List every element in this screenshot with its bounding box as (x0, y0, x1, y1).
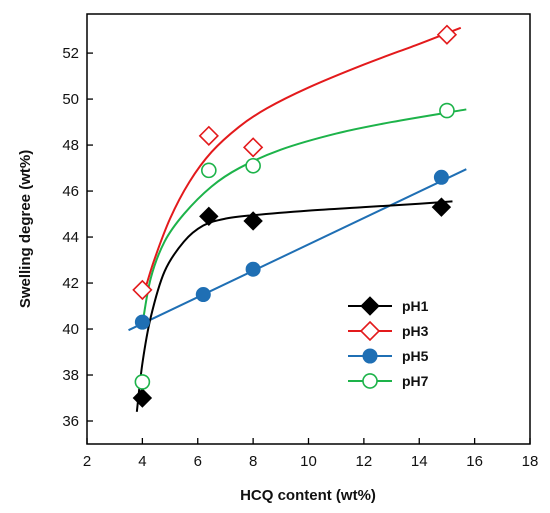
x-tick-label: 10 (300, 453, 317, 470)
data-point-pH5 (195, 287, 211, 303)
data-point-pH7 (245, 157, 261, 174)
data-markers (132, 24, 458, 408)
y-tick-label: 36 (62, 413, 79, 430)
x-tick-label: 6 (194, 453, 202, 470)
data-point-pH5 (134, 314, 150, 330)
fit-curve-pH3 (141, 26, 462, 300)
x-tick-label: 4 (138, 453, 146, 470)
x-tick-label: 8 (249, 453, 257, 470)
legend-marker-pH1 (360, 296, 380, 316)
y-tick-label: 44 (62, 229, 79, 246)
data-point-pH5 (245, 261, 261, 277)
y-tick-label: 48 (62, 137, 79, 154)
y-tick-label: 40 (62, 321, 79, 338)
data-point-pH1 (243, 211, 263, 231)
legend-label-pH1: pH1 (402, 298, 429, 314)
fit-curves (128, 26, 467, 412)
data-point-pH1 (431, 197, 452, 217)
data-point-pH7 (134, 374, 151, 390)
y-tick-label: 38 (62, 367, 79, 384)
legend-label-pH7: pH7 (402, 373, 429, 389)
y-axis-ticks: 36 38 40 42 44 46 48 50 52 (62, 45, 93, 430)
y-tick-label: 52 (62, 45, 79, 62)
y-tick-label: 46 (62, 183, 79, 200)
data-point-pH1 (132, 388, 153, 408)
fit-curve-pH5 (128, 168, 467, 332)
y-tick-label: 50 (62, 91, 79, 108)
data-point-pH7 (439, 102, 455, 119)
data-point-pH3 (242, 137, 264, 158)
legend-marker-pH5 (362, 348, 378, 364)
x-tick-label: 16 (466, 453, 483, 470)
x-tick-label: 18 (522, 453, 539, 470)
data-point-pH7 (201, 162, 217, 179)
fit-curve-pH7 (141, 108, 467, 325)
legend-label-pH5: pH5 (402, 348, 429, 364)
x-tick-label: 12 (356, 453, 373, 470)
legend-marker-pH7 (362, 373, 378, 389)
x-tick-label: 2 (83, 453, 91, 470)
x-axis-ticks: 2 4 6 8 10 12 14 16 18 (83, 438, 539, 470)
x-tick-label: 14 (411, 453, 428, 470)
y-tick-label: 42 (62, 275, 79, 292)
data-point-pH3 (436, 24, 458, 45)
legend-marker-pH3 (359, 320, 381, 342)
data-point-pH1 (199, 206, 219, 227)
legend-label-pH3: pH3 (402, 323, 429, 339)
x-axis-title: HCQ content (wt%) (240, 487, 376, 504)
y-axis-title: Swelling degree (wt%) (17, 150, 34, 308)
legend: pH1 pH3 pH5 pH7 (348, 296, 429, 389)
plot-frame (86, 13, 531, 445)
data-point-pH3 (132, 279, 153, 301)
data-point-pH5 (433, 169, 449, 185)
data-point-pH3 (198, 125, 219, 147)
